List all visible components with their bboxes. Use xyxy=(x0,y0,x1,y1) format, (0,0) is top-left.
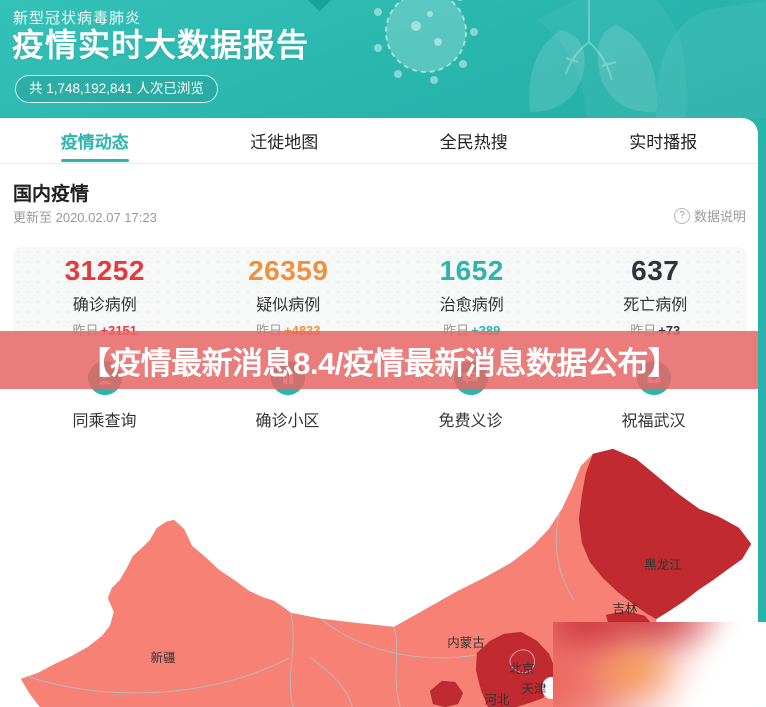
stat-deaths: 637 死亡病例 昨日+73 xyxy=(564,256,748,339)
map-region-shanxi[interactable] xyxy=(429,680,464,707)
border-inner-mongolia-south xyxy=(321,619,477,659)
border-gansu xyxy=(393,626,401,707)
border-beijing-loop xyxy=(509,649,535,674)
content-card: 疫情动态 迁徙地图 全民热搜 实时播报 国内疫情 更新至 2020.02.07 … xyxy=(0,118,758,707)
tab-label: 迁徙地图 xyxy=(250,133,319,152)
active-tab-underline xyxy=(60,159,129,162)
border-qinghai xyxy=(309,656,353,707)
quick-link-label: 祝福武汉 xyxy=(621,413,686,430)
map-region-heilongjiang[interactable] xyxy=(578,448,752,620)
blurred-map-fragment xyxy=(553,622,766,707)
border-xinjiang-south xyxy=(26,657,290,694)
lungs-virus-illustration xyxy=(374,0,766,118)
views-badge: 共 1,748,192,841 人次已浏览 xyxy=(15,75,218,103)
map-label-xinjiang: 新疆 xyxy=(150,650,175,665)
stat-label: 治愈病例 xyxy=(439,297,504,314)
data-note-link[interactable]: ? 数据说明 xyxy=(673,206,746,225)
news-banner-text: 【疫情最新消息8.4/疫情最新消息数据公布】 xyxy=(79,345,679,381)
tab-epidemic-updates[interactable]: 疫情动态 xyxy=(0,118,190,163)
quick-link-label: 同乘查询 xyxy=(72,413,137,430)
news-banner-overlay: 【疫情最新消息8.4/疫情最新消息数据公布】 xyxy=(0,331,758,389)
tab-hot-search[interactable]: 全民热搜 xyxy=(379,118,569,163)
map-label-inner-mongolia: 内蒙古 xyxy=(447,635,485,650)
data-note-label: 数据说明 xyxy=(693,209,746,224)
section-title: 国内疫情 xyxy=(13,184,90,205)
map-label-jilin: 吉林 xyxy=(612,602,638,616)
stat-confirmed: 31252 确诊病例 昨日+3151 xyxy=(13,256,197,339)
map-label-beijing: 北京 xyxy=(509,662,534,676)
tab-bar: 疫情动态 迁徙地图 全民热搜 实时播报 xyxy=(0,118,758,164)
blurred-overlay xyxy=(553,622,766,707)
stat-value: 31252 xyxy=(64,255,145,286)
stat-value: 637 xyxy=(631,255,680,286)
map-label-tianjin: 天津 xyxy=(521,682,546,696)
stat-suspected: 26359 疑似病例 昨日+4833 xyxy=(197,256,381,339)
tab-label: 实时播报 xyxy=(629,133,698,152)
tab-migration-map[interactable]: 迁徙地图 xyxy=(190,118,380,163)
quick-link-label: 免费义诊 xyxy=(438,413,503,430)
header-supertitle: 新型冠状病毒肺炎 xyxy=(13,10,142,27)
stat-label: 疑似病例 xyxy=(256,297,321,314)
question-icon: ? xyxy=(673,207,690,224)
tab-live-broadcast[interactable]: 实时播报 xyxy=(569,118,759,163)
border-xinjiang-east xyxy=(289,612,294,707)
update-time: 更新至 2020.02.07 17:23 xyxy=(13,210,157,225)
map-label-hebei: 河北 xyxy=(484,693,510,707)
stat-cured: 1652 治愈病例 昨日+389 xyxy=(380,256,564,339)
page-title: 疫情实时大数据报告 xyxy=(12,27,310,63)
virus-icon xyxy=(374,0,478,84)
stat-label: 确诊病例 xyxy=(72,297,137,314)
stat-label: 死亡病例 xyxy=(623,297,688,314)
tab-label: 全民热搜 xyxy=(439,133,508,152)
border-jilin-west xyxy=(555,511,575,601)
tab-label: 疫情动态 xyxy=(60,133,129,152)
stats-card: 31252 确诊病例 昨日+3151 26359 疑似病例 昨日+4833 16… xyxy=(13,247,748,339)
stat-value: 1652 xyxy=(439,255,504,286)
header: 新型冠状病毒肺炎 疫情实时大数据报告 共 1,748,192,841 人次已浏览 xyxy=(0,0,766,118)
stat-value: 26359 xyxy=(248,255,329,286)
quick-link-label: 确诊小区 xyxy=(255,413,320,430)
map-label-heilongjiang: 黑龙江 xyxy=(644,558,682,572)
map-region-liaoning[interactable] xyxy=(605,610,651,623)
